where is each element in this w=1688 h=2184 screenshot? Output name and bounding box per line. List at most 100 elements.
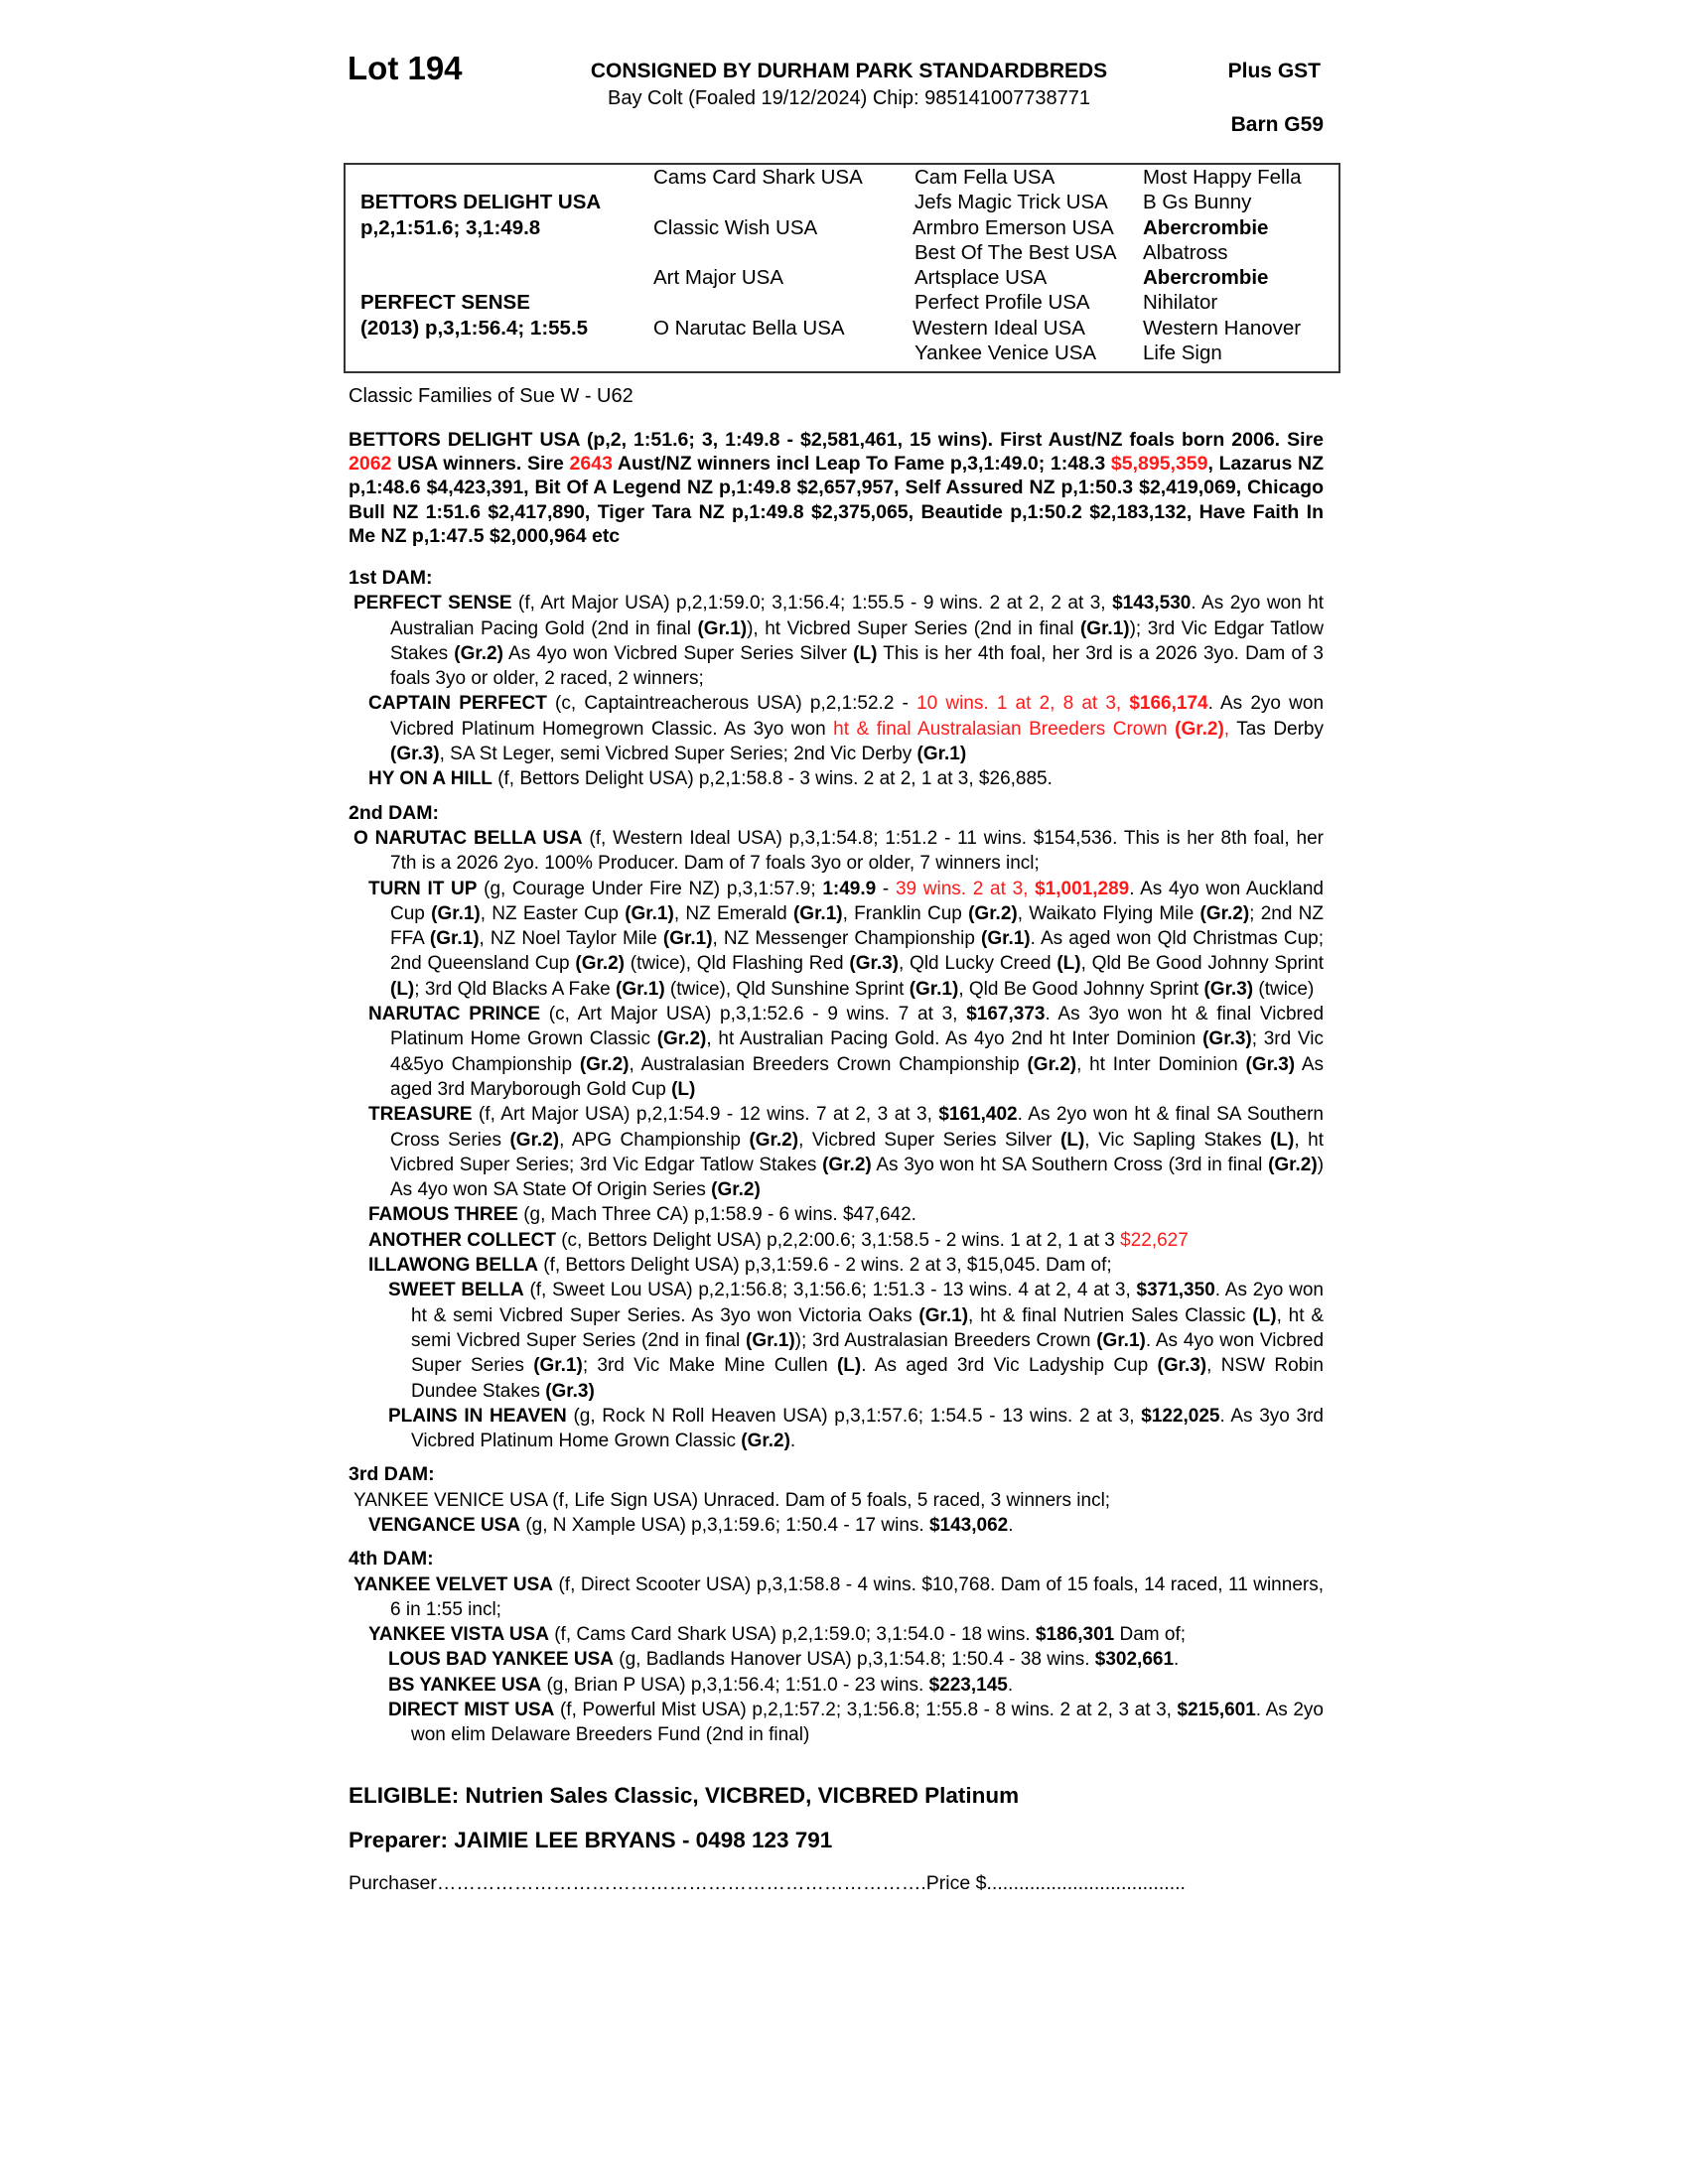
text-run: . — [1174, 1649, 1180, 1671]
bold-text: (Gr.2) — [1268, 1154, 1318, 1175]
gst-note: Plus GST — [1227, 60, 1321, 82]
purchaser-dots: …………………………………………………………………. — [436, 1872, 926, 1894]
pedigree-table: BETTORS DELIGHT USA p,2,1:51.6; 3,1:49.8… — [344, 163, 1340, 373]
pedigree-entry: FAMOUS THREE (g, Mach Three CA) p,1:58.9… — [349, 1202, 1324, 1227]
bold-text: (Gr.1) — [981, 928, 1031, 950]
text-run: (f, Western Ideal USA) p,3,1:54.8; 1:51.… — [390, 827, 1324, 875]
bold-text: BETTORS DELIGHT USA (p,2, 1:51.6; 3, 1:4… — [349, 429, 1324, 451]
section-heading: 4th DAM: — [349, 1548, 434, 1570]
text-run: (f, Sweet Lou USA) p,2,1:56.8; 3,1:56.6;… — [523, 1280, 1137, 1301]
pedigree-gen2: Classic Wish USA — [653, 216, 818, 239]
bold-text: (Gr.1) — [1079, 617, 1130, 639]
pedigree-entry: YANKEE VENICE USA (f, Life Sign USA) Unr… — [349, 1488, 1324, 1513]
bold-text: (Gr.2) — [1027, 1053, 1077, 1075]
bold-text: (L) — [1252, 1304, 1277, 1326]
sire-name: BETTORS DELIGHT USA — [360, 191, 602, 213]
dam-record: (2013) p,3,1:56.4; 1:55.5 — [360, 317, 589, 340]
bold-text: (Gr.3) — [390, 744, 440, 765]
sire-summary: BETTORS DELIGHT USA (p,2, 1:51.6; 3, 1:4… — [349, 428, 1324, 548]
highlighted-text: 2643 — [569, 453, 613, 476]
pedigree-entry: O NARUTAC BELLA USA (f, Western Ideal US… — [349, 826, 1324, 877]
bold-text: (Gr.1) — [429, 928, 480, 950]
bold-text: (Gr.1) — [431, 902, 481, 924]
price-dots: ..................................... — [986, 1872, 1186, 1894]
bold-text: (Gr.2) — [575, 953, 625, 975]
pedigree-entry: YANKEE VISTA USA (f, Cams Card Shark USA… — [349, 1622, 1324, 1647]
pedigree-entry: PERFECT SENSE (f, Art Major USA) p,2,1:5… — [349, 591, 1324, 691]
text-run: (twice), Qld Sunshine Sprint — [664, 978, 910, 1000]
text-run: ; 3rd Qld Blacks A Fake — [414, 978, 617, 1000]
bold-text: (Gr.2) — [741, 1431, 790, 1452]
text-run: (f, Art Major USA) p,2,1:54.9 - 12 wins.… — [472, 1104, 939, 1126]
text-run: , Waikato Flying Mile — [1017, 902, 1200, 924]
consignor: CONSIGNED BY DURHAM PARK STANDARDBREDS — [590, 60, 1108, 82]
bold-text: , Lazarus NZ p,1:48.6 $4,423,391, Bit Of… — [349, 453, 1324, 547]
text-run: , NZ Noel Taylor Mile — [479, 928, 663, 950]
pedigree-entry: TREASURE (f, Art Major USA) p,2,1:54.9 -… — [349, 1102, 1324, 1202]
highlighted-text: , — [1223, 718, 1230, 740]
bold-text: (Gr.3) — [1157, 1355, 1207, 1377]
bold-text: $302,661 — [1094, 1649, 1175, 1671]
pedigree-entry: LOUS BAD YANKEE USA (g, Badlands Hanover… — [349, 1647, 1324, 1672]
bold-text: NARUTAC PRINCE — [368, 1004, 541, 1025]
bold-text: (Gr.3) — [849, 953, 899, 975]
text-run: (c, Art Major USA) p,3,1:52.6 - 9 wins. … — [540, 1004, 967, 1025]
text-run: (f, Bettors Delight USA) p,2,1:58.8 - 3 … — [492, 768, 1053, 790]
text-run: , ht Inter Dominion — [1076, 1053, 1246, 1075]
bold-text: TURN IT UP — [368, 878, 478, 899]
pedigree-gen4: Nihilator — [1143, 291, 1218, 314]
text-run: . As 2yo won Vicbred Platinum Homegrown … — [390, 693, 1325, 740]
text-run: YANKEE VENICE USA (f, Life Sign USA) Unr… — [353, 1489, 1111, 1511]
bold-text: (Gr.1) — [533, 1355, 583, 1377]
pedigree-gen4: Abercrombie — [1143, 266, 1269, 289]
pedigree-gen3: Best Of The Best USA — [914, 241, 1117, 264]
bold-text: (Gr.3) — [1203, 978, 1254, 1000]
bold-text: (Gr.1) — [616, 978, 665, 1000]
text-run: , NZ Emerald — [673, 902, 793, 924]
text-run: ), ht Vicbred Super Series (2nd in final — [747, 617, 1080, 639]
text-run: ; 2nd NZ FFA — [390, 902, 1324, 950]
bold-text: (Gr.1) — [662, 928, 713, 950]
pedigree-gen4: B Gs Bunny — [1143, 191, 1252, 213]
barn-number: Barn G59 — [1230, 113, 1324, 136]
bold-text: YANKEE VELVET USA — [353, 1573, 553, 1595]
bold-text: BS YANKEE USA — [388, 1674, 542, 1696]
bold-text: LOUS BAD YANKEE USA — [388, 1649, 614, 1671]
text-run: (g, Mach Three CA) p,1:58.9 - 6 wins. $4… — [517, 1204, 916, 1226]
bold-text: (Gr.1) — [916, 744, 967, 765]
text-run: , ht & semi Vicbred Super Series (2nd in… — [411, 1304, 1325, 1351]
bold-text: (L) — [671, 1078, 696, 1100]
bold-text: ILLAWONG BELLA — [368, 1255, 538, 1277]
pedigree-entry: NARUTAC PRINCE (c, Art Major USA) p,3,1:… — [349, 1002, 1324, 1102]
text-run: , Vicbred Super Series Silver — [798, 1129, 1061, 1151]
text-run: Dam of; — [1114, 1624, 1187, 1646]
pedigree-entry: CAPTAIN PERFECT (c, Captaintreacherous U… — [349, 691, 1324, 766]
section-heading: 1st DAM: — [349, 567, 433, 589]
text-run: (g, Badlands Hanover USA) p,3,1:54.8; 1:… — [614, 1649, 1095, 1671]
text-run: , ht Australian Pacing Gold. As 4yo 2nd … — [706, 1028, 1203, 1050]
pedigree-entry: ANOTHER COLLECT (c, Bettors Delight USA)… — [349, 1228, 1324, 1253]
bold-text: Aust/NZ winners incl Leap To Fame p,3,1:… — [612, 453, 1111, 476]
bold-text: (Gr.2) — [656, 1028, 707, 1050]
bold-text: ANOTHER COLLECT — [368, 1229, 556, 1251]
horse-description: Bay Colt (Foaled 19/12/2024) Chip: 98514… — [608, 87, 1090, 109]
text-run: , Qld Be Good Johnny Sprint — [1080, 953, 1324, 975]
pedigree-entry: YANKEE VELVET USA (f, Direct Scooter USA… — [349, 1572, 1324, 1623]
text-run: As aged 3rd Maryborough Gold Cup — [390, 1053, 1324, 1100]
bold-text: USA winners. Sire — [391, 453, 570, 476]
bold-text: (Gr.3) — [1202, 1028, 1252, 1050]
pedigree-entry: TURN IT UP (g, Courage Under Fire NZ) p,… — [349, 877, 1324, 1002]
highlighted-text: (Gr.2) — [1175, 718, 1224, 740]
bold-text: $215,601 — [1177, 1700, 1256, 1721]
text-run: , ht Vicbred Super Series; 3rd Vic Edgar… — [390, 1129, 1325, 1175]
bold-text: FAMOUS THREE — [368, 1204, 518, 1226]
bold-text: CAPTAIN PERFECT — [368, 693, 547, 715]
pedigree-entry: BS YANKEE USA (g, Brian P USA) p,3,1:56.… — [349, 1673, 1324, 1698]
text-run: , Qld Lucky Creed — [899, 953, 1057, 975]
bold-text: (L) — [1060, 1129, 1085, 1151]
text-run: , Australasian Breeders Crown Championsh… — [629, 1053, 1028, 1075]
pedigree-gen4: Life Sign — [1143, 341, 1222, 364]
pedigree-entry: HY ON A HILL (f, Bettors Delight USA) p,… — [349, 766, 1324, 791]
pedigree-entry: ILLAWONG BELLA (f, Bettors Delight USA) … — [349, 1253, 1324, 1278]
pedigree-gen3: Yankee Venice USA — [914, 341, 1097, 364]
